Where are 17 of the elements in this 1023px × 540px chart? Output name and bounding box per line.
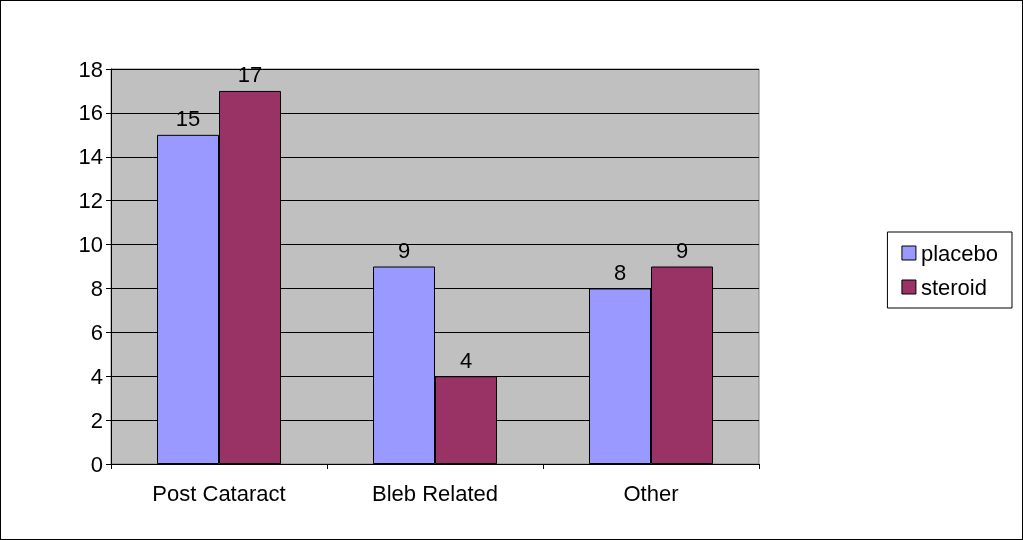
data-label: 8 <box>613 259 627 285</box>
y-tick-label: 14 <box>78 144 103 170</box>
y-tick-label: 18 <box>78 56 103 82</box>
y-tick-label: 12 <box>78 188 103 214</box>
y-tick-label: 10 <box>78 232 103 258</box>
x-tick-label: Post Cataract <box>152 480 286 506</box>
y-tick-label: 2 <box>90 407 103 433</box>
data-label: 4 <box>459 347 473 373</box>
y-tick-label: 0 <box>90 451 103 477</box>
y-tick-label: 8 <box>90 275 103 301</box>
x-tick-label: Other <box>623 480 679 506</box>
x-tick-label: Bleb Related <box>372 480 498 506</box>
y-tick-label: 6 <box>90 319 103 345</box>
legend-label: placebo <box>920 240 999 266</box>
y-tick-label: 16 <box>78 100 103 126</box>
y-tick-label: 4 <box>90 363 103 389</box>
legend-label: steroid <box>920 274 987 300</box>
